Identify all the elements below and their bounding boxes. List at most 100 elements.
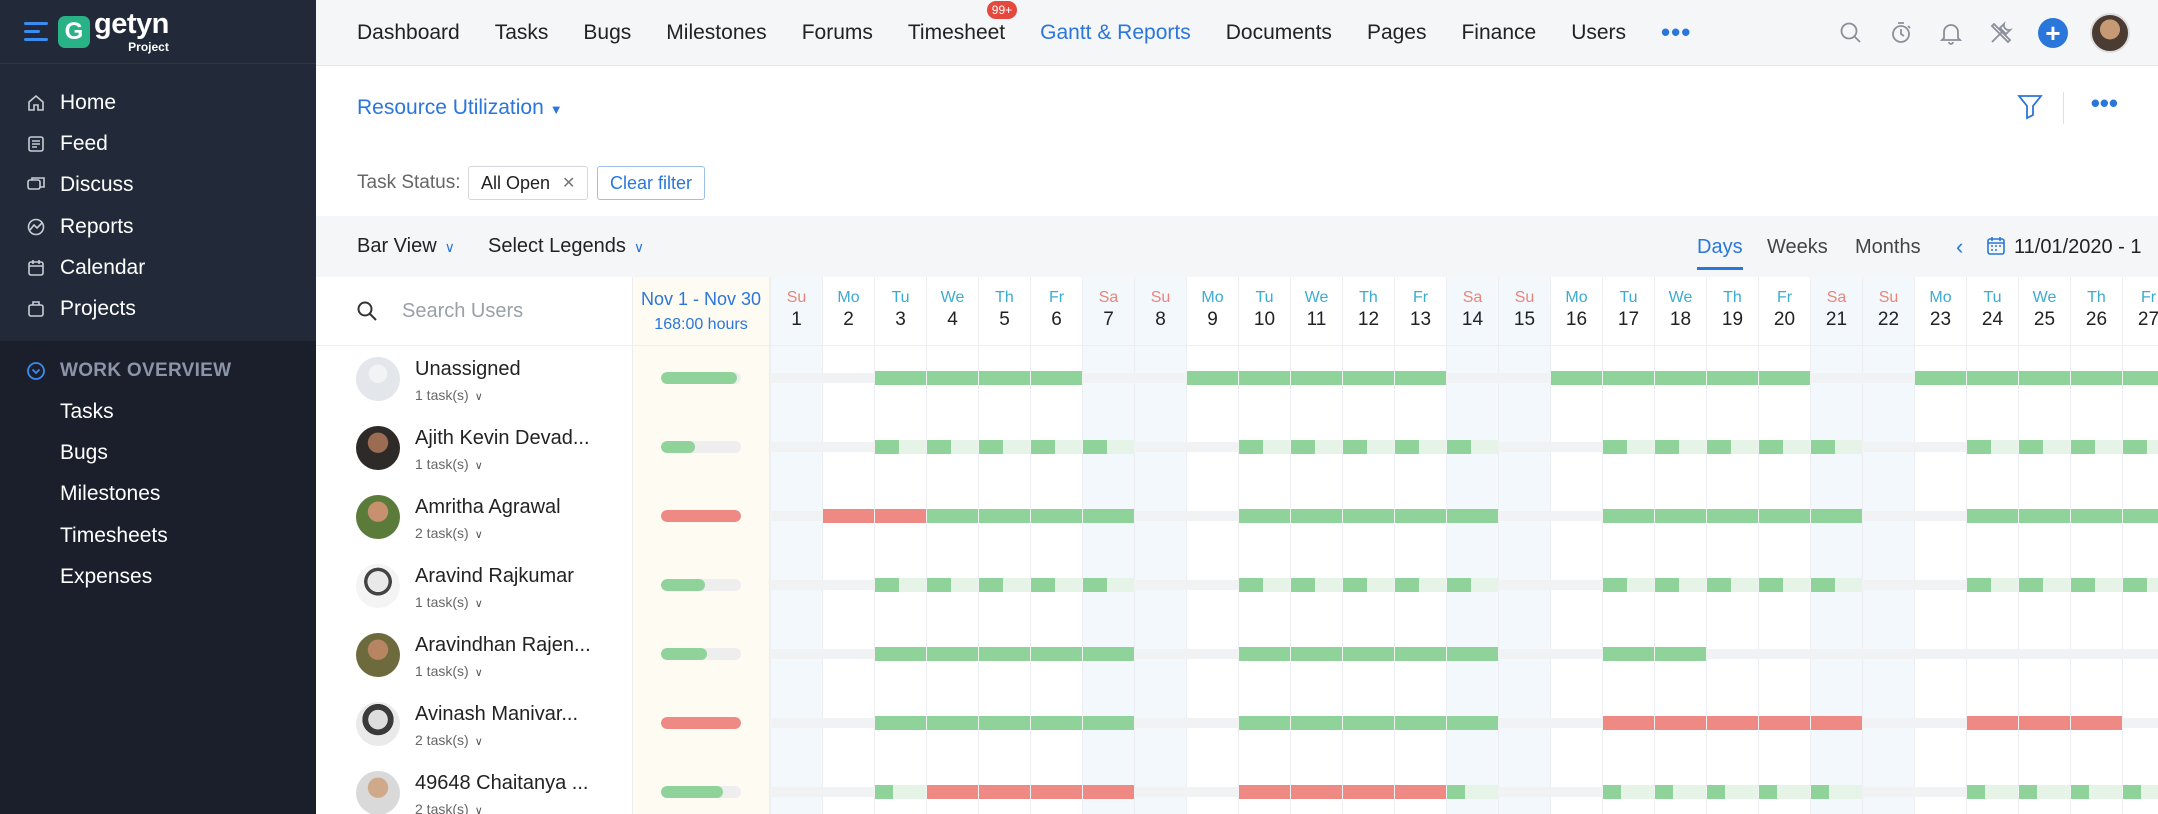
utilization-bar[interactable] [1655,647,1706,661]
user-avatar[interactable] [2090,13,2130,53]
overload-bar[interactable] [1603,716,1654,730]
overload-bar[interactable] [1083,785,1134,799]
utilization-bar[interactable] [1655,509,1706,523]
utilization-bar[interactable] [1395,440,1419,454]
user-name[interactable]: Aravindhan Rajen... [415,634,591,656]
utilization-bar[interactable] [1655,371,1706,385]
user-name[interactable]: Amritha Agrawal [415,496,561,518]
logo[interactable]: getyn Project [94,10,169,54]
utilization-bar[interactable] [927,440,951,454]
utilization-bar[interactable] [1759,578,1783,592]
overload-bar[interactable] [875,509,926,523]
utilization-bar[interactable] [1187,371,1238,385]
summary-bar[interactable] [661,717,741,729]
utilization-bar[interactable] [1395,509,1446,523]
utilization-bar[interactable] [979,509,1030,523]
utilization-bar[interactable] [1395,578,1419,592]
utilization-bar[interactable] [1447,440,1471,454]
utilization-bar[interactable] [2071,371,2122,385]
utilization-bar[interactable] [2123,785,2141,799]
utilization-bar[interactable] [1083,647,1134,661]
overload-bar[interactable] [1707,716,1758,730]
chevron-left-icon[interactable]: ‹ [1956,234,1964,259]
utilization-bar[interactable] [2019,785,2037,799]
utilization-bar[interactable] [1707,578,1731,592]
nav-users[interactable]: Users [1571,20,1627,44]
utilization-bar[interactable] [2071,785,2089,799]
utilization-bar[interactable] [1031,440,1055,454]
utilization-bar[interactable] [979,440,1003,454]
utilization-bar[interactable] [1447,785,1465,799]
overload-bar[interactable] [2071,716,2122,730]
utilization-bar[interactable] [979,647,1030,661]
utilization-bar[interactable] [1967,578,1991,592]
utilization-bar[interactable] [875,440,899,454]
summary-bar[interactable] [661,510,741,522]
overload-bar[interactable] [979,785,1030,799]
nav-finance[interactable]: Finance [1461,20,1537,44]
utilization-bar[interactable] [1083,509,1134,523]
overload-bar[interactable] [1031,785,1082,799]
utilization-bar[interactable] [927,716,978,730]
utilization-bar[interactable] [1655,785,1673,799]
summary-bar[interactable] [661,441,741,453]
utilization-bar[interactable] [1603,509,1654,523]
utilization-bar[interactable] [2071,440,2095,454]
utilization-bar[interactable] [875,785,893,799]
utilization-bar[interactable] [1811,440,1835,454]
utilization-bar[interactable] [1395,371,1446,385]
view-dropdown[interactable]: Bar View ∨ [357,235,455,258]
utilization-bar[interactable] [1291,716,1342,730]
utilization-bar[interactable] [1083,716,1134,730]
calendar-icon[interactable] [1986,236,2006,256]
sidebar-item-home[interactable]: Home [0,82,316,123]
search-icon[interactable] [1838,20,1864,46]
utilization-bar[interactable] [1707,440,1731,454]
utilization-bar[interactable] [979,716,1030,730]
utilization-bar[interactable] [875,716,926,730]
overload-bar[interactable] [1343,785,1394,799]
utilization-bar[interactable] [979,371,1030,385]
summary-bar[interactable] [661,579,741,591]
tools-icon[interactable] [1988,20,2014,46]
nav-tasks[interactable]: Tasks [494,20,549,44]
summary-bar[interactable] [661,648,741,660]
utilization-bar[interactable] [1239,578,1263,592]
utilization-bar[interactable] [1603,785,1621,799]
utilization-bar[interactable] [1707,785,1725,799]
utilization-bar[interactable] [1291,647,1342,661]
utilization-bar[interactable] [2123,578,2147,592]
avatar[interactable] [356,495,400,539]
utilization-bar[interactable] [1083,578,1107,592]
utilization-bar[interactable] [1707,509,1758,523]
utilization-bar[interactable] [1967,440,1991,454]
utilization-bar[interactable] [1031,716,1082,730]
avatar[interactable] [356,426,400,470]
utilization-bar[interactable] [1395,716,1446,730]
add-icon[interactable]: + [2038,18,2068,48]
user-name[interactable]: Aravind Rajkumar [415,565,574,587]
filter-icon[interactable] [2016,92,2044,120]
avatar[interactable] [356,771,400,814]
overload-bar[interactable] [1239,785,1290,799]
utilization-bar[interactable] [2123,440,2147,454]
utilization-bar[interactable] [2123,371,2158,385]
utilization-bar[interactable] [1603,578,1627,592]
utilization-bar[interactable] [1603,440,1627,454]
summary-bar[interactable] [661,786,741,798]
sidebar-item-bugs[interactable]: Bugs [60,440,108,464]
user-name[interactable]: 49648 Chaitanya ... [415,772,589,794]
utilization-bar[interactable] [1811,785,1829,799]
utilization-bar[interactable] [1603,371,1654,385]
overload-bar[interactable] [1759,716,1810,730]
utilization-bar[interactable] [2123,509,2158,523]
avatar[interactable] [356,564,400,608]
sidebar-item-reports[interactable]: Reports [0,206,316,247]
more-options-icon[interactable]: ••• [2090,88,2118,118]
utilization-bar[interactable] [927,578,951,592]
nav-pages[interactable]: Pages [1366,20,1427,44]
task-count-toggle[interactable]: 2 task(s) ∨ [415,525,483,541]
utilization-bar[interactable] [2019,440,2043,454]
utilization-bar[interactable] [1239,716,1290,730]
utilization-bar[interactable] [1707,371,1758,385]
